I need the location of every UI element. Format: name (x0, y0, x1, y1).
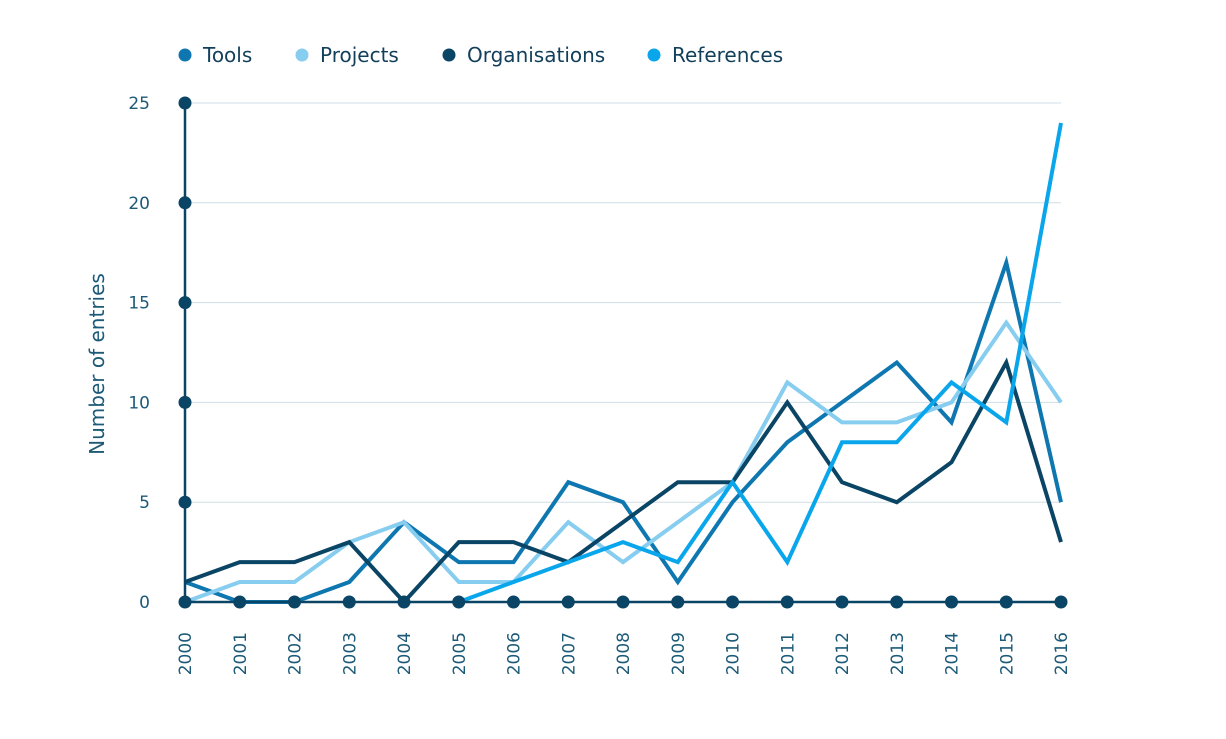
x-axis-marker-2013 (890, 595, 904, 609)
y-tick-label-15: 15 (128, 294, 150, 314)
x-tick-label-2003: 2003 (340, 632, 360, 675)
x-tick-label-2009: 2009 (669, 632, 689, 675)
x-tick-label-2013: 2013 (888, 632, 908, 675)
legend-marker-tools (178, 48, 192, 62)
x-axis-marker-2008 (616, 595, 630, 609)
legend-label-organisations: Organisations (467, 43, 605, 67)
legend-marker-organisations (442, 48, 456, 62)
y-axis-marker-15 (178, 296, 192, 310)
y-tick-label-20: 20 (128, 194, 150, 214)
x-tick-label-2005: 2005 (450, 632, 470, 675)
x-axis-marker-2012 (835, 595, 849, 609)
y-tick-labels: 0 5 10 15 20 25 (128, 94, 150, 613)
x-axis-marker-2005 (452, 595, 466, 609)
x-tick-label-2007: 2007 (559, 632, 579, 675)
x-axis-marker-2003 (342, 595, 356, 609)
y-axis-marker-25 (178, 96, 192, 110)
x-tick-label-2015: 2015 (997, 632, 1017, 675)
y-axis-title: Number of entries (85, 273, 109, 455)
axes (178, 96, 1068, 609)
legend-marker-projects (295, 48, 309, 62)
x-tick-label-2008: 2008 (614, 632, 634, 675)
y-tick-label-5: 5 (139, 493, 150, 513)
x-axis-marker-2009 (671, 595, 685, 609)
x-axis-marker-2006 (507, 595, 520, 609)
x-tick-label-2004: 2004 (395, 632, 415, 675)
x-tick-label-2002: 2002 (286, 632, 306, 675)
x-tick-label-2001: 2001 (231, 632, 251, 675)
y-tick-label-10: 10 (128, 393, 150, 413)
x-axis-marker-2004 (397, 595, 411, 609)
x-axis-marker-2015 (999, 595, 1013, 609)
x-tick-label-2012: 2012 (833, 632, 853, 675)
series-line-tools (184, 255, 1063, 604)
x-tick-label-2010: 2010 (724, 632, 744, 675)
x-axis-marker-2010 (726, 595, 739, 609)
x-tick-labels: 2000 2001 2002 2003 2004 2005 2006 2007 2008 2009… (176, 632, 1072, 675)
legend-marker-references (647, 48, 661, 62)
x-tick-label-2016: 2016 (1052, 632, 1072, 675)
x-axis-marker-2007 (561, 595, 575, 609)
series-line-projects (184, 319, 1063, 604)
series-line-organisations (184, 357, 1063, 605)
series-line-references (458, 122, 1063, 604)
x-axis-marker-2016 (1054, 595, 1068, 609)
x-axis-marker-2014 (945, 595, 958, 609)
y-axis-marker-10 (178, 395, 192, 409)
x-tick-label-2011: 2011 (778, 632, 798, 675)
x-tick-label-2006: 2006 (505, 632, 525, 675)
legend-label-projects: Projects (320, 43, 399, 67)
y-axis-marker-20 (178, 196, 192, 210)
y-tick-label-25: 25 (128, 94, 150, 114)
grid-lines (185, 102, 1061, 503)
legend-label-tools: Tools (202, 43, 252, 67)
series-lines (184, 122, 1063, 605)
y-tick-label-0: 0 (139, 593, 150, 613)
x-axis-marker-2001 (233, 595, 247, 609)
y-axis-marker-5 (178, 495, 192, 509)
x-axis-marker-2002 (288, 595, 301, 609)
x-axis-marker-2011 (780, 595, 794, 609)
legend: Tools Projects Organisations References (178, 43, 783, 67)
x-tick-label-2014: 2014 (943, 632, 963, 675)
legend-label-references: References (672, 43, 783, 67)
x-tick-label-2000: 2000 (176, 632, 196, 675)
y-axis-marker-0 (178, 595, 192, 609)
